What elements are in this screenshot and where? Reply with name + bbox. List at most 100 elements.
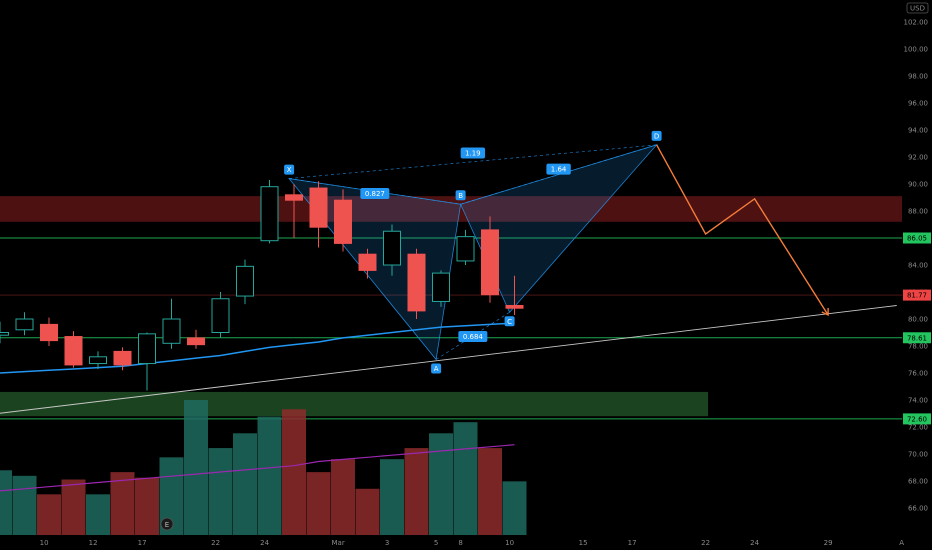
time-tick-label: Mar (331, 539, 344, 547)
lines-layer (0, 305, 897, 414)
candle (187, 329, 205, 349)
event-marker[interactable]: E (160, 517, 174, 531)
candle-body (481, 229, 499, 296)
time-tick-label: 24 (260, 539, 269, 547)
candle (89, 351, 107, 369)
volume-bar (135, 477, 159, 535)
pattern-ratio-text: 1.64 (551, 166, 567, 174)
price-level-badge[interactable]: 78.61 (903, 332, 931, 344)
pattern-ratio-badge (360, 187, 390, 199)
candle-body (285, 194, 303, 201)
volume-bar (453, 422, 478, 535)
volume-bar (184, 400, 208, 535)
candle (64, 331, 83, 368)
volume-bar (12, 475, 37, 535)
volume-bar (404, 448, 429, 535)
volume-bar (306, 472, 331, 535)
price-tick-label: 98.00 (908, 73, 928, 81)
candle-body (383, 230, 401, 266)
volume-bar (429, 433, 453, 535)
pattern-labels-layer: X A B C D 0.827 0.684 1.19 1.64 (284, 130, 662, 374)
candles-layer (0, 179, 524, 391)
candle (481, 216, 499, 303)
candle-body (89, 356, 107, 365)
candle-body (138, 333, 156, 365)
price-tick-label: 100.00 (904, 46, 929, 54)
candle (309, 181, 328, 248)
price-level-badge[interactable]: 86.05 (903, 232, 931, 244)
pattern-ratio-label[interactable]: 1.64 (546, 163, 571, 175)
candle (236, 259, 254, 305)
volume-bar (0, 470, 12, 535)
support-zone (0, 391, 709, 417)
candle-body (236, 265, 254, 297)
candle-body (334, 199, 352, 244)
candle-body (40, 323, 58, 342)
moving-average-line (0, 322, 515, 374)
price-level-badge-text: 78.61 (907, 334, 927, 342)
pattern-ratio-text: 0.684 (463, 333, 484, 341)
volume-bar (110, 472, 135, 535)
projection-path[interactable] (655, 144, 829, 316)
candle-body (309, 187, 328, 228)
pattern-point-label[interactable]: C (504, 316, 515, 327)
pattern-line-xd (289, 144, 657, 179)
currency-badge[interactable]: USD (906, 2, 929, 14)
pattern-point-badge (504, 316, 515, 327)
price-level-badge[interactable]: 72.60 (903, 413, 931, 425)
price-tick-label: 92.00 (908, 154, 928, 162)
candle (162, 298, 181, 349)
pattern-point-text: D (654, 132, 659, 140)
pattern-point-text: B (458, 192, 463, 200)
volume-bar (355, 488, 380, 535)
time-tick-label: 5 (434, 539, 438, 547)
time-tick-label: 12 (89, 539, 98, 547)
candle-body (358, 253, 377, 271)
pattern-ratio-label[interactable]: 0.684 (458, 331, 488, 343)
time-tick-label: 22 (211, 539, 220, 547)
pattern-ratio-label[interactable]: 0.827 (360, 187, 390, 199)
time-tick-label: 29 (824, 539, 833, 547)
volume-bar (380, 459, 404, 535)
pattern-ratio-text: 1.19 (465, 149, 481, 157)
price-tick-label: 96.00 (908, 100, 928, 108)
price-tick-label: 72.00 (908, 424, 928, 432)
candle (15, 312, 34, 336)
trend-line (0, 305, 897, 414)
price-tick-label: 80.00 (908, 316, 928, 324)
candle-body (260, 186, 279, 242)
pattern-point-badge (455, 190, 466, 201)
price-level-badge[interactable]: 81.77 (903, 289, 931, 301)
candle-body (211, 298, 230, 333)
time-axis[interactable]: 10 12 17 22 24 Mar 3 5 8 10 15 17 22 24 29 A (40, 539, 905, 547)
pattern-ratio-label[interactable]: 1.19 (460, 147, 486, 159)
pattern-point-text: X (287, 166, 292, 174)
volume-bar (331, 459, 355, 535)
pattern-point-label[interactable]: D (651, 130, 662, 141)
price-level-badge-box (903, 289, 931, 301)
pattern-ratio-badge (546, 163, 571, 175)
pattern-point-label[interactable]: X (284, 164, 295, 175)
price-tick-label: 70.00 (908, 451, 928, 459)
price-tick-label: 102.00 (904, 19, 929, 27)
candle-body (187, 337, 205, 346)
pattern-point-label[interactable]: A (431, 363, 442, 374)
candle-body (505, 305, 524, 309)
candle (138, 332, 156, 391)
price-level-badge-text: 72.60 (907, 415, 927, 423)
volume-bar (208, 448, 233, 535)
volume-bar (61, 479, 86, 535)
volume-bar (478, 448, 502, 535)
candle (358, 248, 377, 279)
candle-body (0, 332, 9, 336)
pattern-point-label[interactable]: B (455, 190, 466, 201)
price-axis-background (902, 0, 932, 550)
price-axis[interactable]: USD 66.00 68.00 70.00 72.00 74.00 76.00 78.00 80… (902, 0, 932, 550)
candle (211, 292, 230, 338)
price-tick-label: 94.00 (908, 127, 928, 135)
candle (505, 275, 524, 315)
volume-bar (282, 409, 306, 535)
candle (432, 270, 450, 307)
volume-layer: E (0, 400, 527, 535)
